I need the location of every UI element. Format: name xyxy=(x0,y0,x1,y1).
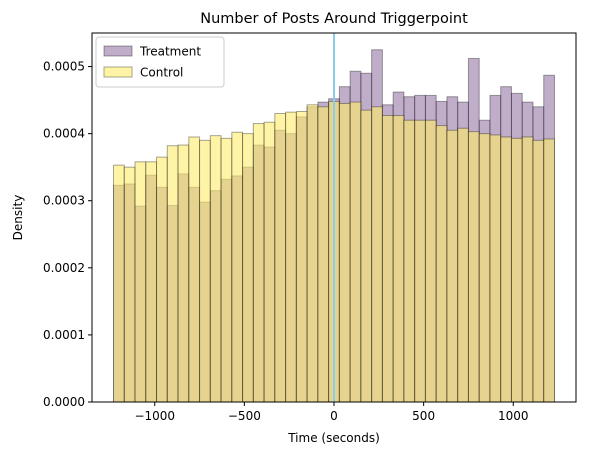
control-bar xyxy=(166,145,179,403)
legend-label-control: Control xyxy=(140,66,183,80)
control-bar xyxy=(199,139,211,403)
control-bar xyxy=(349,101,362,403)
control-bar xyxy=(338,102,351,403)
control-bar xyxy=(145,161,158,403)
control-bar xyxy=(113,164,125,403)
control-bar xyxy=(467,131,480,403)
y-axis-ticks: 0.0000 0.0001 0.0002 0.0003 0.0004 0.0005 xyxy=(43,60,92,409)
x-tick-label: −500 xyxy=(228,409,261,423)
control-bar xyxy=(478,133,491,403)
y-tick-label: 0.0000 xyxy=(43,395,85,409)
control-bar xyxy=(295,110,308,403)
control-bar xyxy=(435,125,448,403)
y-tick-label: 0.0005 xyxy=(43,60,85,74)
y-axis-label: Density xyxy=(11,195,25,241)
control-bar xyxy=(457,127,469,403)
control-bar xyxy=(274,113,287,403)
control-bar xyxy=(242,133,254,403)
control-bar xyxy=(510,137,523,403)
y-tick-label: 0.0003 xyxy=(43,194,85,208)
control-bar xyxy=(489,134,502,403)
legend-swatch-treatment xyxy=(103,45,133,57)
control-bar xyxy=(231,131,244,403)
y-tick-label: 0.0004 xyxy=(43,127,85,141)
x-axis-ticks: −1000 −500 0 500 1000 xyxy=(134,402,529,423)
control-bar xyxy=(500,136,512,403)
x-tick-label: 500 xyxy=(412,409,435,423)
control-bar xyxy=(252,123,265,403)
control-bar xyxy=(306,104,319,403)
control-bar xyxy=(209,135,222,403)
control-bar xyxy=(188,136,201,403)
control-bar xyxy=(156,156,168,403)
legend-swatch-control xyxy=(103,66,133,78)
control-bar xyxy=(414,119,426,403)
control-bar xyxy=(285,111,297,403)
control-bar xyxy=(317,106,330,403)
x-tick-label: 1000 xyxy=(498,409,529,423)
control-bar xyxy=(263,121,276,403)
control-bar xyxy=(521,136,534,403)
legend-label-treatment: Treatment xyxy=(139,45,201,59)
x-axis-label: Time (seconds) xyxy=(287,431,380,445)
control-bar xyxy=(371,106,383,403)
legend: Treatment Control xyxy=(95,36,225,88)
control-bar xyxy=(543,138,555,403)
control-bar xyxy=(177,144,190,403)
control-bar xyxy=(392,115,405,403)
control-bar xyxy=(446,129,459,403)
control-bar xyxy=(134,161,147,403)
control-bar xyxy=(123,166,136,403)
y-tick-label: 0.0002 xyxy=(43,261,85,275)
control-bar xyxy=(381,115,394,403)
control-bar xyxy=(360,109,373,403)
control-bar xyxy=(532,139,545,403)
control-bar xyxy=(220,137,233,403)
y-tick-label: 0.0001 xyxy=(43,328,85,342)
control-bar xyxy=(403,119,416,403)
chart-title: Number of Posts Around Triggerpoint xyxy=(200,11,468,27)
x-tick-label: 0 xyxy=(330,409,338,423)
x-tick-label: −1000 xyxy=(134,409,175,423)
control-bar xyxy=(424,119,437,403)
